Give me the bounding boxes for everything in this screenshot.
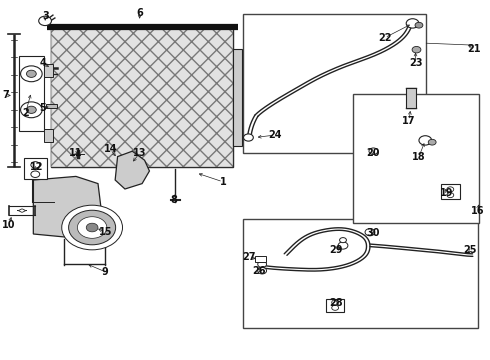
Bar <box>243 219 478 328</box>
Text: 25: 25 <box>464 245 477 255</box>
Bar <box>233 49 242 146</box>
Text: 21: 21 <box>467 44 481 54</box>
Circle shape <box>62 205 122 250</box>
Text: 1: 1 <box>220 177 226 187</box>
Circle shape <box>340 238 346 243</box>
Polygon shape <box>115 151 149 189</box>
Text: 13: 13 <box>133 148 147 158</box>
Bar <box>441 184 460 199</box>
Text: 3: 3 <box>42 11 49 21</box>
Circle shape <box>26 70 36 77</box>
Text: 11: 11 <box>69 148 83 158</box>
Text: 14: 14 <box>103 144 117 154</box>
Circle shape <box>447 187 454 192</box>
Bar <box>19 56 44 131</box>
Circle shape <box>332 305 339 310</box>
Bar <box>24 158 47 179</box>
Polygon shape <box>51 27 233 167</box>
Circle shape <box>447 193 454 198</box>
Circle shape <box>332 300 339 305</box>
Text: 10: 10 <box>2 220 16 230</box>
Circle shape <box>428 139 436 145</box>
Polygon shape <box>51 27 233 167</box>
Text: 23: 23 <box>409 58 422 68</box>
Bar <box>353 94 479 223</box>
Circle shape <box>365 229 375 236</box>
Circle shape <box>369 148 378 154</box>
Text: 20: 20 <box>367 148 380 158</box>
Text: 9: 9 <box>102 267 109 277</box>
Circle shape <box>258 261 267 267</box>
Circle shape <box>244 134 253 141</box>
Text: 24: 24 <box>269 130 282 140</box>
Text: 4: 4 <box>40 58 47 68</box>
Text: 19: 19 <box>440 188 454 198</box>
Text: 22: 22 <box>378 33 392 43</box>
Circle shape <box>31 162 40 168</box>
Text: 15: 15 <box>98 227 112 237</box>
Circle shape <box>412 46 421 53</box>
Text: 8: 8 <box>171 195 177 205</box>
Text: 7: 7 <box>2 90 9 100</box>
Circle shape <box>26 106 36 113</box>
Circle shape <box>39 16 51 26</box>
Circle shape <box>77 217 107 238</box>
Bar <box>46 104 57 108</box>
Text: 12: 12 <box>30 162 44 172</box>
Circle shape <box>21 102 42 118</box>
Text: 18: 18 <box>412 152 426 162</box>
Circle shape <box>406 19 419 28</box>
Text: 5: 5 <box>40 103 47 113</box>
Circle shape <box>21 66 42 82</box>
Bar <box>243 14 426 153</box>
Circle shape <box>258 267 267 274</box>
Circle shape <box>415 22 423 28</box>
Circle shape <box>338 242 348 249</box>
Bar <box>326 299 344 312</box>
Text: 30: 30 <box>367 228 380 238</box>
Text: 28: 28 <box>329 298 343 308</box>
Circle shape <box>69 210 116 245</box>
Circle shape <box>31 171 40 177</box>
Bar <box>44 129 53 142</box>
Text: 26: 26 <box>252 266 266 276</box>
Text: 16: 16 <box>471 206 485 216</box>
Text: 2: 2 <box>22 108 29 118</box>
Bar <box>44 64 53 77</box>
Bar <box>255 256 266 262</box>
Text: 27: 27 <box>242 252 256 262</box>
Text: 29: 29 <box>329 245 343 255</box>
Text: 6: 6 <box>136 8 143 18</box>
Text: 17: 17 <box>402 116 416 126</box>
Circle shape <box>86 223 98 232</box>
Polygon shape <box>33 176 103 241</box>
Bar <box>406 88 416 108</box>
Circle shape <box>419 136 432 145</box>
